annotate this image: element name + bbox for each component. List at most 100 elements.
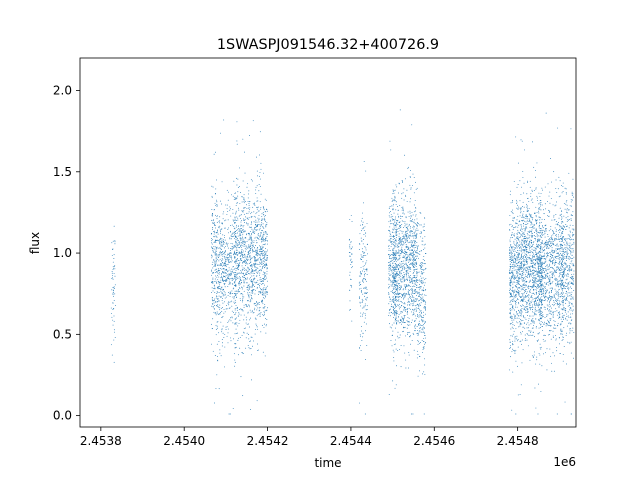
data-point: [512, 234, 514, 236]
data-point: [111, 242, 113, 244]
data-point: [248, 211, 250, 213]
data-point: [265, 264, 267, 266]
data-point: [242, 255, 243, 257]
data-point: [398, 264, 400, 265]
data-point: [394, 308, 396, 309]
data-point: [414, 298, 416, 300]
data-point: [413, 334, 415, 336]
data-point: [351, 253, 353, 255]
data-point: [263, 271, 264, 273]
data-point: [389, 257, 390, 259]
data-point: [409, 227, 411, 229]
data-point: [514, 275, 516, 277]
data-point: [214, 263, 216, 265]
data-point: [248, 304, 250, 306]
data-point: [522, 170, 524, 172]
data-point: [391, 300, 393, 302]
data-point: [394, 302, 396, 304]
data-point: [361, 291, 363, 293]
data-point: [227, 199, 229, 201]
data-point: [228, 302, 230, 303]
data-point: [532, 201, 534, 203]
data-point: [251, 283, 253, 285]
data-point: [220, 277, 222, 279]
data-point: [234, 260, 236, 262]
data-point: [415, 214, 417, 216]
data-point: [512, 300, 514, 302]
data-point: [222, 295, 224, 297]
data-point: [248, 291, 250, 293]
data-point: [411, 291, 413, 293]
data-point: [424, 282, 426, 284]
data-point: [511, 277, 513, 278]
data-point: [528, 330, 530, 332]
data-point: [519, 247, 521, 249]
data-point: [241, 232, 242, 233]
data-point: [112, 292, 114, 293]
data-point: [256, 248, 258, 250]
data-point: [250, 300, 252, 302]
data-point: [516, 269, 518, 271]
data-point: [243, 274, 245, 276]
data-point: [517, 231, 519, 233]
data-point: [399, 289, 401, 290]
data-point: [516, 290, 517, 292]
data-point: [246, 332, 248, 334]
data-point: [510, 341, 511, 343]
data-point: [241, 229, 243, 231]
data-point: [235, 236, 237, 238]
data-point: [414, 292, 416, 294]
data-point: [419, 370, 420, 372]
data-point: [217, 239, 219, 241]
data-point: [261, 263, 263, 265]
data-point: [416, 357, 418, 359]
data-point: [236, 121, 238, 123]
data-point: [415, 189, 417, 191]
data-point: [411, 243, 412, 245]
data-point: [528, 285, 530, 287]
data-point: [266, 270, 268, 272]
data-point: [417, 287, 419, 288]
data-point: [263, 279, 265, 281]
data-point: [252, 232, 254, 234]
data-point: [234, 309, 236, 311]
data-point: [413, 237, 415, 239]
data-point: [423, 311, 424, 313]
data-point: [519, 325, 521, 327]
data-point: [410, 187, 412, 189]
data-point: [238, 209, 240, 211]
data-point: [406, 280, 408, 281]
data-point: [222, 293, 224, 295]
data-point: [240, 251, 242, 253]
data-point: [515, 302, 517, 303]
data-point: [390, 298, 392, 300]
data-point: [220, 252, 222, 253]
data-point: [255, 249, 257, 251]
data-point: [392, 307, 394, 309]
data-point: [529, 269, 531, 271]
data-point: [395, 224, 397, 226]
data-point: [250, 261, 252, 263]
data-point: [415, 277, 417, 279]
data-point: [113, 286, 115, 288]
data-point: [409, 294, 411, 296]
data-point: [395, 203, 397, 205]
data-point: [392, 262, 394, 264]
data-point: [221, 271, 223, 273]
data-point: [241, 196, 243, 197]
data-point: [235, 177, 237, 179]
data-point: [253, 340, 254, 342]
data-point: [212, 213, 214, 215]
data-point: [531, 319, 533, 321]
data-point: [422, 351, 423, 353]
data-point: [511, 281, 513, 283]
data-point: [518, 280, 520, 282]
data-point: [260, 263, 262, 265]
data-point: [266, 243, 268, 245]
data-point: [513, 180, 515, 182]
data-point: [539, 310, 541, 312]
data-point: [366, 268, 368, 270]
data-point: [402, 318, 404, 320]
data-point: [517, 277, 519, 279]
